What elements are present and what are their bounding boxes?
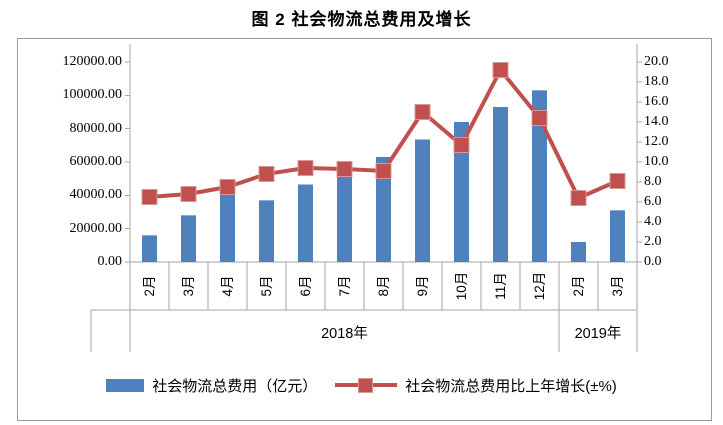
bar [376, 157, 391, 262]
category-label: 7月 [336, 275, 352, 297]
line-marker [453, 137, 470, 153]
legend: 社会物流总费用（亿元） 社会物流总费用比上年增长(±%) [0, 372, 723, 398]
category-label: 9月 [414, 275, 430, 297]
bar [493, 107, 508, 262]
category-label: 3月 [180, 275, 196, 297]
right-axis-tick-label: 14.0 [644, 114, 669, 129]
line-marker [297, 160, 314, 176]
left-axis-tick-label: 120000.00 [62, 54, 123, 69]
category-label: 10月 [453, 271, 469, 301]
category-label: 6月 [297, 275, 313, 297]
category-label: 3月 [609, 275, 625, 297]
right-axis-tick-label: 20.0 [644, 54, 669, 69]
bar [337, 173, 352, 262]
right-axis-tick-label: 8.0 [644, 174, 662, 189]
right-axis-tick-label: 6.0 [644, 194, 662, 209]
category-group-label: 2019年 [574, 326, 622, 342]
right-axis-tick-label: 2.0 [644, 234, 662, 249]
line-marker [141, 189, 158, 205]
left-axis-tick-label: 60000.00 [69, 154, 123, 169]
right-axis-tick-label: 12.0 [644, 134, 669, 149]
chart-title: 图 2 社会物流总费用及增长 [251, 10, 472, 29]
right-axis-tick-label: 18.0 [644, 74, 669, 89]
line-marker [531, 110, 548, 126]
line-marker [414, 104, 431, 120]
line-marker [258, 166, 275, 182]
left-axis-tick-label: 40000.00 [69, 187, 123, 203]
line-marker [609, 173, 626, 189]
category-label: 2月 [570, 275, 586, 297]
category-group-label: 2018年 [321, 326, 368, 342]
legend-line-swatch-icon [335, 377, 398, 393]
chart-plot-frame [17, 38, 712, 421]
line-marker [219, 179, 236, 195]
bar [610, 210, 625, 262]
bar [532, 90, 547, 262]
category-label: 11月 [492, 272, 508, 300]
right-axis-tick-label: 4.0 [644, 214, 662, 229]
right-axis-tick-label: 0.0 [644, 254, 662, 269]
category-label: 8月 [375, 275, 391, 297]
line-marker [180, 186, 197, 202]
line-marker [336, 161, 353, 177]
legend-line-label: 社会物流总费用比上年增长(±%) [405, 377, 617, 395]
left-axis-tick-label: 0.00 [97, 254, 123, 269]
left-axis-tick-label: 20000.00 [69, 220, 123, 236]
bar [181, 215, 196, 262]
bar [571, 242, 586, 262]
line-marker [492, 62, 509, 78]
category-label: 5月 [258, 275, 274, 297]
line-marker [375, 163, 392, 179]
bar [454, 122, 469, 262]
bar [220, 190, 235, 262]
left-axis-tick-label: 100000.00 [62, 87, 123, 103]
bar [142, 235, 157, 262]
bar [298, 184, 313, 262]
legend-bar-swatch-icon [106, 378, 145, 392]
line-marker [570, 190, 587, 206]
right-axis-tick-label: 10.0 [644, 154, 669, 169]
left-axis-tick-label: 80000.00 [69, 120, 123, 136]
category-label: 12月 [531, 271, 547, 301]
bar [259, 200, 274, 262]
bar [415, 139, 430, 262]
legend-bar-label: 社会物流总费用（亿元） [152, 377, 318, 395]
category-label: 4月 [219, 275, 235, 297]
category-label: 2月 [141, 275, 157, 297]
right-axis-tick-label: 16.0 [644, 94, 669, 109]
